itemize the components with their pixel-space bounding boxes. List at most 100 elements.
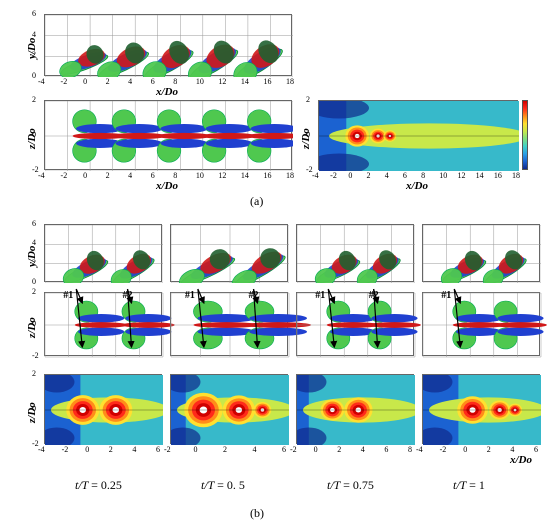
tick-label: 6 <box>32 9 36 18</box>
panel-b-contour <box>296 374 414 444</box>
panel-a-side-view <box>44 100 292 170</box>
tick-label: -2 <box>306 165 313 174</box>
caption-b: (b) <box>250 506 264 521</box>
tick-label: 4 <box>385 171 389 180</box>
panel-b-top-view <box>296 224 414 282</box>
tick-label: 2 <box>223 445 227 454</box>
tick-label: -4 <box>312 171 319 180</box>
tick-label: 14 <box>241 171 249 180</box>
ring-label-1: #1 <box>441 290 451 301</box>
tick-label: -2 <box>61 77 68 86</box>
time-label: t/T = 0.75 <box>327 478 374 493</box>
tick-label: 0 <box>32 130 36 139</box>
panel-a-top-view <box>44 14 292 76</box>
tick-label: 4 <box>253 445 257 454</box>
tick-label: 6 <box>156 445 160 454</box>
tick-label: 6 <box>403 171 407 180</box>
axis-label-x: x/Do <box>156 180 178 192</box>
tick-label: 0 <box>85 445 89 454</box>
tick-label: 16 <box>263 77 271 86</box>
ring-label-2: #2 <box>369 290 379 301</box>
tick-label: 2 <box>32 50 36 59</box>
tick-label: -4 <box>416 445 423 454</box>
tick-label: -2 <box>32 439 39 448</box>
tick-label: 18 <box>512 171 520 180</box>
tick-label: 4 <box>128 171 132 180</box>
tick-label: 12 <box>457 171 465 180</box>
tick-label: 6 <box>32 219 36 228</box>
tick-label: 12 <box>218 171 226 180</box>
tick-label: 16 <box>494 171 502 180</box>
tick-label: 2 <box>32 287 36 296</box>
ring-label-1: #1 <box>63 290 73 301</box>
axis-label-z: z/Do <box>26 402 38 423</box>
tick-label: 10 <box>439 171 447 180</box>
tick-label: 10 <box>196 171 204 180</box>
tick-label: 8 <box>173 171 177 180</box>
ring-label-2: #2 <box>123 290 133 301</box>
axis-label-y: y/Do <box>26 246 38 267</box>
tick-label: 2 <box>106 171 110 180</box>
tick-label: 4 <box>132 445 136 454</box>
panel-b-top-view <box>422 224 540 282</box>
tick-label: 0 <box>306 130 310 139</box>
panel-b-side-view <box>44 292 162 356</box>
axis-label-x: x/Do <box>156 86 178 98</box>
tick-label: -2 <box>32 351 39 360</box>
panel-b-contour <box>422 374 540 444</box>
tick-label: -2 <box>290 445 297 454</box>
tick-label: -4 <box>38 445 45 454</box>
tick-label: 4 <box>32 30 36 39</box>
tick-label: 18 <box>286 77 294 86</box>
tick-label: 6 <box>151 77 155 86</box>
panel-b-contour <box>170 374 288 444</box>
panel-a-contour <box>318 100 518 170</box>
tick-label: 0 <box>83 77 87 86</box>
tick-label: 0 <box>348 171 352 180</box>
ring-label-1: #1 <box>315 290 325 301</box>
colorbar <box>522 100 528 170</box>
panel-b-contour <box>44 374 162 444</box>
panel-b-top-view <box>44 224 162 282</box>
tick-label: 2 <box>109 445 113 454</box>
tick-label: -2 <box>61 171 68 180</box>
tick-label: 6 <box>534 445 538 454</box>
tick-label: 0 <box>32 71 36 80</box>
tick-label: 2 <box>487 445 491 454</box>
tick-label: -4 <box>38 171 45 180</box>
time-label: t/T = 1 <box>453 478 485 493</box>
tick-label: 4 <box>128 77 132 86</box>
tick-label: -2 <box>32 165 39 174</box>
tick-label: 8 <box>408 445 412 454</box>
tick-label: 18 <box>286 171 294 180</box>
tick-label: 8 <box>173 77 177 86</box>
tick-label: 0 <box>194 445 198 454</box>
tick-label: 6 <box>282 445 286 454</box>
panel-b-top-view <box>170 224 288 282</box>
tick-label: 2 <box>337 445 341 454</box>
tick-label: 10 <box>196 77 204 86</box>
tick-label: 14 <box>241 77 249 86</box>
panel-b-side-view <box>422 292 540 356</box>
tick-label: -2 <box>164 445 171 454</box>
tick-label: 0 <box>314 445 318 454</box>
tick-label: -2 <box>330 171 337 180</box>
ring-label-1: #1 <box>185 290 195 301</box>
tick-label: 14 <box>476 171 484 180</box>
axis-label-x: x/Do <box>406 180 428 192</box>
time-label: t/T = 0.25 <box>75 478 122 493</box>
tick-label: 4 <box>361 445 365 454</box>
tick-label: 2 <box>106 77 110 86</box>
tick-label: 2 <box>32 95 36 104</box>
tick-label: 6 <box>384 445 388 454</box>
panel-b-side-view <box>170 292 288 356</box>
tick-label: 12 <box>218 77 226 86</box>
tick-label: 4 <box>510 445 514 454</box>
tick-label: 8 <box>421 171 425 180</box>
tick-label: 2 <box>306 95 310 104</box>
tick-label: 2 <box>367 171 371 180</box>
ring-label-2: #2 <box>249 290 259 301</box>
tick-label: 0 <box>83 171 87 180</box>
tick-label: 0 <box>463 445 467 454</box>
tick-label: 16 <box>263 171 271 180</box>
